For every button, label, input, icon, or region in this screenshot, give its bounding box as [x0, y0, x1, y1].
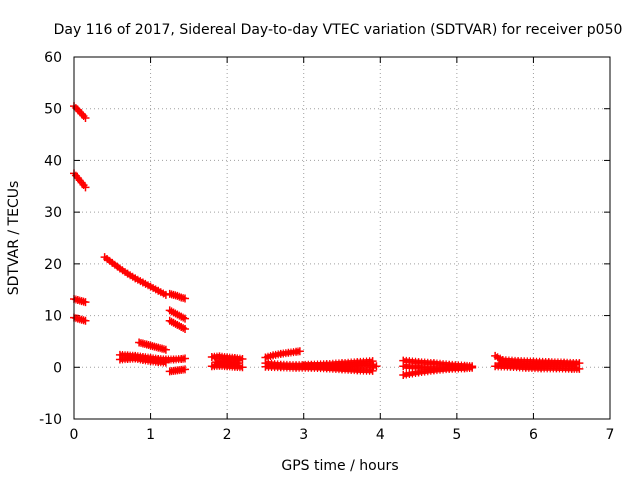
- data-series-segment: [100, 253, 170, 299]
- data-point-band: [126, 271, 137, 281]
- data-series-segment: [135, 338, 170, 354]
- data-series-segment: [70, 295, 90, 307]
- x-tick-label: 2: [223, 427, 232, 443]
- y-axis-label: SDTVAR / TECUs: [6, 181, 22, 296]
- x-tick-label: 6: [529, 427, 538, 443]
- data-series-segment: [165, 365, 190, 376]
- data-series-segment: [261, 347, 304, 362]
- x-tick-labels: 0 1 2 3 4 5 6 7: [70, 427, 615, 443]
- y-tick-label: 0: [53, 360, 62, 376]
- x-tick-label: 1: [146, 427, 155, 443]
- y-tick-labels: -10 0 10 20 30 40 50 60: [39, 50, 62, 428]
- data-point: [161, 345, 170, 354]
- x-tick-label: 5: [452, 427, 461, 443]
- data-point: [295, 347, 304, 356]
- data-point: [181, 365, 190, 374]
- data-point: [460, 363, 469, 372]
- data-series-segment: [70, 313, 90, 325]
- x-tick-label: 0: [70, 427, 79, 443]
- data-point-band: [110, 260, 122, 271]
- data-series-segment: [165, 289, 190, 303]
- data-point: [238, 355, 247, 364]
- x-axis-label: GPS time / hours: [281, 458, 398, 474]
- x-tick-label: 4: [376, 427, 385, 443]
- data-point-band: [103, 255, 114, 265]
- data-point: [81, 114, 90, 123]
- data-point: [468, 363, 477, 372]
- data-point: [81, 298, 90, 307]
- data-point: [179, 323, 188, 332]
- data-point: [181, 325, 190, 334]
- data-point: [81, 316, 90, 325]
- x-tick-label: 7: [606, 427, 615, 443]
- data-point: [181, 314, 190, 323]
- data-series-segment: [70, 169, 90, 192]
- data-series-segment: [399, 362, 469, 373]
- data-series-segment: [115, 354, 170, 367]
- data-point: [71, 103, 80, 112]
- data-point: [575, 364, 584, 373]
- y-tick-label: -10: [39, 412, 62, 428]
- data-point: [161, 358, 170, 367]
- data-series-segment: [494, 359, 580, 370]
- data-point-band: [118, 266, 129, 276]
- data-points: [70, 102, 584, 380]
- data-point: [571, 360, 580, 369]
- chart-title: Day 116 of 2017, Sidereal Day-to-day VTE…: [54, 22, 623, 38]
- x-tick-label: 3: [299, 427, 308, 443]
- data-point: [238, 363, 247, 372]
- y-tick-label: 40: [44, 153, 62, 169]
- y-tick-label: 30: [44, 205, 62, 221]
- data-series-segment: [211, 357, 243, 368]
- data-series-segment: [299, 361, 381, 372]
- data-point: [81, 183, 90, 192]
- data-point: [234, 359, 243, 368]
- plot-frame: [73, 56, 611, 420]
- y-tick-label: 50: [44, 102, 62, 118]
- y-tick-label: 60: [44, 50, 62, 66]
- data-point: [372, 362, 381, 371]
- data-point: [181, 354, 190, 363]
- data-series-segment: [70, 102, 90, 123]
- data-series-segment: [165, 316, 190, 334]
- data-series-segment: [165, 306, 190, 323]
- y-tick-label: 10: [44, 309, 62, 325]
- data-point: [181, 294, 190, 303]
- data-point: [179, 313, 188, 322]
- y-tick-label: 20: [44, 257, 62, 273]
